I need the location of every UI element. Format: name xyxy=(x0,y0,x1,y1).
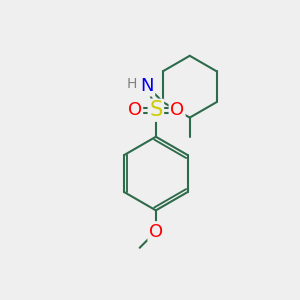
Text: N: N xyxy=(140,77,154,95)
Text: O: O xyxy=(128,101,142,119)
Text: H: H xyxy=(127,77,137,91)
Text: O: O xyxy=(170,101,184,119)
Text: S: S xyxy=(149,100,163,120)
Text: O: O xyxy=(149,223,163,241)
